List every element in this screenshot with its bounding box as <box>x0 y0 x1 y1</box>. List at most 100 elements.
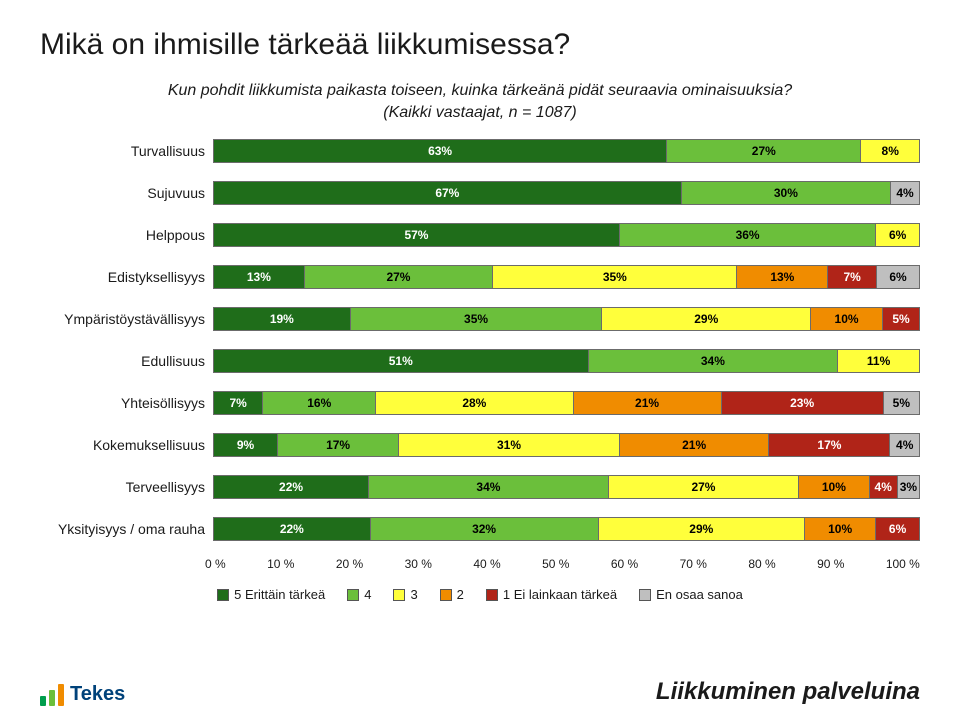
stacked-bar: 9%17%31%21%17%4% <box>213 433 920 457</box>
bar-segment: 17% <box>278 434 399 456</box>
bar-segment: 27% <box>305 266 493 288</box>
axis-tick: 60 % <box>611 557 638 571</box>
bar-segment: 4% <box>891 182 919 204</box>
bar-segment: 6% <box>876 518 919 540</box>
bar-segment: 3% <box>898 476 919 498</box>
row-label: Turvallisuus <box>40 143 213 159</box>
stacked-bar: 57%36%6% <box>213 223 920 247</box>
bar-segment: 35% <box>351 308 603 330</box>
row-label: Yksityisyys / oma rauha <box>40 521 213 537</box>
bar-segment: 16% <box>263 392 376 414</box>
chart-row: Kokemuksellisuus9%17%31%21%17%4% <box>40 431 920 459</box>
axis-tick: 100 % <box>886 557 920 571</box>
bar-segment: 22% <box>214 518 371 540</box>
stacked-bar: 67%30%4% <box>213 181 920 205</box>
bar-segment: 5% <box>884 392 919 414</box>
bar-segment: 36% <box>620 224 876 246</box>
stacked-bar: 7%16%28%21%23%5% <box>213 391 920 415</box>
row-label: Edistyksellisyys <box>40 269 213 285</box>
bar-segment: 8% <box>861 140 919 162</box>
stacked-bar: 19%35%29%10%5% <box>213 307 920 331</box>
legend-swatch <box>486 589 498 601</box>
row-label: Terveellisyys <box>40 479 213 495</box>
bar-segment: 21% <box>574 392 722 414</box>
chart-row: Yksityisyys / oma rauha22%32%29%10%6% <box>40 515 920 543</box>
bar-segment: 6% <box>877 266 919 288</box>
footer-text: Liikkuminen palveluina <box>656 678 920 706</box>
legend-swatch <box>347 589 359 601</box>
row-label: Kokemuksellisuus <box>40 437 213 453</box>
chart-row: Ympäristöystävällisyys19%35%29%10%5% <box>40 305 920 333</box>
stacked-bar: 51%34%11% <box>213 349 920 373</box>
logo-bars-icon <box>40 684 64 706</box>
page-title: Mikä on ihmisille tärkeää liikkumisessa? <box>40 28 920 62</box>
legend: 5 Erittäin tärkeä 4 3 2 1 Ei lainkaan tärkeä… <box>40 587 920 602</box>
chart-row: Helppous57%36%6% <box>40 221 920 249</box>
subtitle-line-1: Kun pohdit liikkumista paikasta toiseen,… <box>168 82 792 99</box>
legend-label: 5 Erittäin tärkeä <box>234 587 325 602</box>
chart-row: Edistyksellisyys13%27%35%13%7%6% <box>40 263 920 291</box>
legend-item: 1 Ei lainkaan tärkeä <box>486 587 617 602</box>
legend-item: 5 Erittäin tärkeä <box>217 587 325 602</box>
x-axis: 0 %10 %20 %30 %40 %50 %60 %70 %80 %90 %1… <box>40 557 920 571</box>
chart-row: Edullisuus51%34%11% <box>40 347 920 375</box>
row-label: Helppous <box>40 227 213 243</box>
bar-segment: 57% <box>214 224 620 246</box>
bar-segment: 17% <box>769 434 890 456</box>
legend-swatch <box>639 589 651 601</box>
bar-segment: 28% <box>376 392 573 414</box>
legend-item: En osaa sanoa <box>639 587 743 602</box>
legend-swatch <box>440 589 452 601</box>
legend-item: 3 <box>393 587 417 602</box>
axis-tick: 20 % <box>336 557 363 571</box>
axis-tick: 90 % <box>817 557 844 571</box>
axis-tick: 40 % <box>473 557 500 571</box>
bar-segment: 31% <box>399 434 620 456</box>
subtitle-line-2: (Kaikki vastaajat, n = 1087) <box>383 104 576 121</box>
bar-segment: 13% <box>737 266 828 288</box>
bar-segment: 34% <box>589 350 839 372</box>
bar-segment: 67% <box>214 182 682 204</box>
bar-segment: 19% <box>214 308 351 330</box>
tekes-logo: Tekes <box>40 683 125 706</box>
axis-tick: 70 % <box>680 557 707 571</box>
axis-tick: 80 % <box>748 557 775 571</box>
bar-segment: 23% <box>722 392 884 414</box>
legend-label: En osaa sanoa <box>656 587 743 602</box>
bar-segment: 34% <box>369 476 609 498</box>
stacked-bar-chart: Turvallisuus63%27%8%Sujuvuus67%30%4%Help… <box>40 137 920 602</box>
axis-tick: 0 % <box>205 557 226 571</box>
bar-segment: 9% <box>214 434 278 456</box>
stacked-bar: 13%27%35%13%7%6% <box>213 265 920 289</box>
stacked-bar: 22%32%29%10%6% <box>213 517 920 541</box>
chart-row: Turvallisuus63%27%8% <box>40 137 920 165</box>
bar-segment: 7% <box>828 266 877 288</box>
row-label: Yhteisöllisyys <box>40 395 213 411</box>
bar-segment: 27% <box>609 476 799 498</box>
legend-label: 1 Ei lainkaan tärkeä <box>503 587 617 602</box>
legend-label: 2 <box>457 587 464 602</box>
legend-item: 4 <box>347 587 371 602</box>
bar-segment: 22% <box>214 476 369 498</box>
stacked-bar: 22%34%27%10%4%3% <box>213 475 920 499</box>
axis-ticks: 0 %10 %20 %30 %40 %50 %60 %70 %80 %90 %1… <box>205 557 920 571</box>
bar-segment: 4% <box>890 434 918 456</box>
chart-row: Yhteisöllisyys7%16%28%21%23%5% <box>40 389 920 417</box>
legend-item: 2 <box>440 587 464 602</box>
axis-tick: 10 % <box>267 557 294 571</box>
stacked-bar: 63%27%8% <box>213 139 920 163</box>
bar-segment: 29% <box>602 308 811 330</box>
legend-swatch <box>393 589 405 601</box>
chart-row: Terveellisyys22%34%27%10%4%3% <box>40 473 920 501</box>
bar-segment: 63% <box>214 140 667 162</box>
bar-segment: 6% <box>876 224 919 246</box>
chart-subtitle: Kun pohdit liikkumista paikasta toiseen,… <box>40 80 920 123</box>
legend-label: 3 <box>410 587 417 602</box>
bar-segment: 10% <box>799 476 870 498</box>
bar-segment: 5% <box>883 308 919 330</box>
bar-segment: 51% <box>214 350 589 372</box>
row-label: Edullisuus <box>40 353 213 369</box>
bar-segment: 35% <box>493 266 737 288</box>
bar-segment: 11% <box>838 350 919 372</box>
bar-segment: 10% <box>805 518 876 540</box>
